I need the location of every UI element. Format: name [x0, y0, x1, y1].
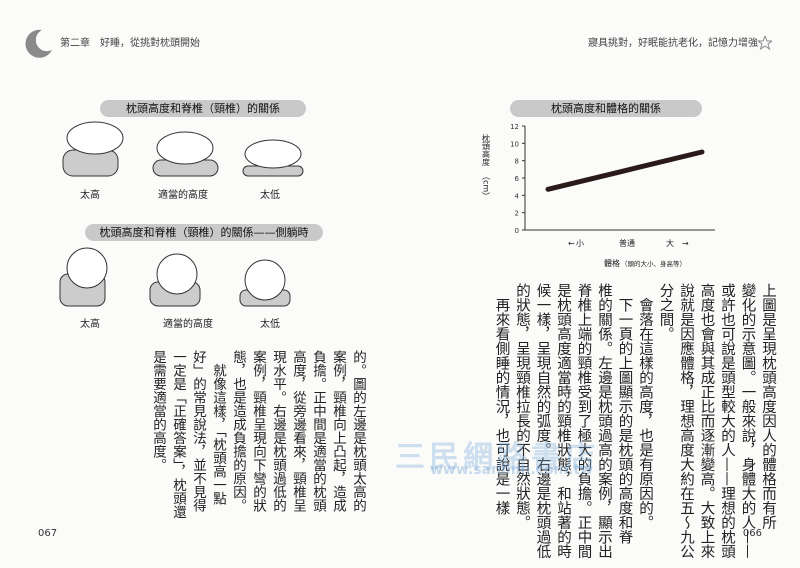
text-column: 下一頁的上圖顯示的是枕頭的高度和脊: [616, 283, 633, 545]
text-column: 變化的示意圖。一般來說，身體大的人——: [739, 283, 756, 559]
figure-illustration: [59, 247, 291, 307]
text-column: 高度也會與其成正比而逐漸變高。大致上來: [698, 283, 715, 559]
body-text: 的。圖的左邊是枕頭太高的 案例，頸椎向上凸起，造成 負擔。正中間是適當的枕頭 高度，從…: [148, 350, 368, 519]
chart-title: 枕頭高度和體格的關係: [510, 100, 702, 117]
x-tick-label: 大: [666, 238, 674, 248]
arrow: →: [682, 239, 689, 248]
page-number: 066: [742, 528, 762, 539]
y-tick-label: 10: [510, 140, 519, 148]
text-column: 的。圖的左邊是枕頭太高的: [350, 350, 366, 512]
y-axis-label: 枕頭高度: [482, 133, 491, 167]
x-tick-label: 小: [576, 239, 584, 248]
figure-label: 適當的高度: [163, 319, 213, 330]
text-column: 候一樣，呈現自然的弧度。右邊是枕頭過低: [534, 283, 551, 559]
x-tick-label: 普通: [619, 238, 635, 248]
figure-label: 太低: [260, 190, 280, 201]
text-column: 再來看側睡的情況，也可說是一樣: [493, 283, 510, 516]
text-column: 椎的關係。左邊是枕頭過高的案例，顯示出: [596, 283, 612, 559]
text-column: 態，也是造成負擔的原因。: [230, 350, 246, 512]
figure-label: 太高: [80, 319, 100, 330]
y-tick-label: 12: [510, 123, 519, 131]
figure-label: 太高: [80, 190, 100, 201]
text-column: 或許也可說是頭型較大的人——理想的枕頭: [719, 283, 735, 559]
y-tick-label: 2: [515, 210, 519, 218]
moon-icon: [25, 29, 52, 58]
text-column: 一定是「正確答案」，枕頭還: [170, 350, 186, 519]
watermark: 三民網路書店: [395, 440, 599, 475]
page-number: 067: [38, 528, 58, 539]
figure-title: 枕頭高度和脊椎（頸椎）的關係: [100, 100, 306, 117]
watermark-url: www.sanmin.com.tw: [430, 462, 594, 478]
text-column: 脊椎上端的頸椎受到了極大的負擔。正中間: [575, 283, 592, 559]
star-icon: [758, 36, 772, 50]
text-column: 說就是因應體格，理想高度大約在五～九公: [678, 283, 694, 559]
figure-label: 適當的高度: [158, 190, 208, 201]
header-right: 寢具挑對，好眠能抗老化，記憶力增強: [588, 38, 758, 49]
text-column: 會落在這樣的高度，也是有原因的。: [637, 283, 653, 530]
chart: 0 2 4 6 8 10 12 枕頭高度 （cm） ← → 小 普通 大體格 （頭的大小、身高等）: [482, 123, 715, 268]
text-column: 案例，頸椎呈現向下彎的狀: [250, 350, 266, 512]
figure-label: 太低: [260, 319, 280, 330]
text-column: 就像這樣，「枕頭高一點: [210, 350, 226, 506]
y-tick-label: 0: [515, 227, 519, 235]
x-axis-note: （頭的大小、身高等）: [621, 259, 686, 268]
text-column: 負擔。正中間是適當的枕頭: [310, 350, 326, 512]
line: [545, 149, 705, 192]
text-column: 好」的常見說法，並不見得: [190, 350, 206, 512]
figure-illustration: [62, 121, 304, 177]
text-column: 現水平。右邊是枕頭過低的: [270, 350, 286, 512]
y-tick-label: 8: [515, 158, 519, 166]
text-column: 高度，從旁邊看來，頸椎呈: [290, 350, 306, 512]
body-text: 上圖是呈現枕頭高度因人的體格而有所 變化的示意圖。一般來說，身體大的人—— 或許也可…: [491, 283, 778, 559]
figure-title: 枕頭高度和脊椎（頸椎）的關係——側躺時: [85, 224, 323, 241]
text-column: 是枕頭高度適當時的頸椎狀態，和站著的時: [555, 283, 571, 559]
text-column: 是需要適當的高度。: [150, 350, 166, 472]
text-column: 案例，頸椎向上凸起，造成: [330, 350, 346, 512]
y-tick-label: 6: [515, 175, 520, 183]
header-left: 第二章 好睡，從挑對枕頭開始: [60, 38, 200, 49]
x-axis-label: 體格: [604, 258, 620, 268]
arrow: ←: [568, 239, 575, 248]
text-column: 分之間。: [657, 283, 674, 341]
y-tick-label: 4: [515, 192, 520, 200]
text-column: 上圖是呈現枕頭高度因人的體格而有所: [760, 283, 776, 530]
text-column: 的狀態，呈現頸椎拉長的不自然狀態。: [514, 283, 530, 530]
y-axis-unit: （cm）: [482, 172, 491, 200]
